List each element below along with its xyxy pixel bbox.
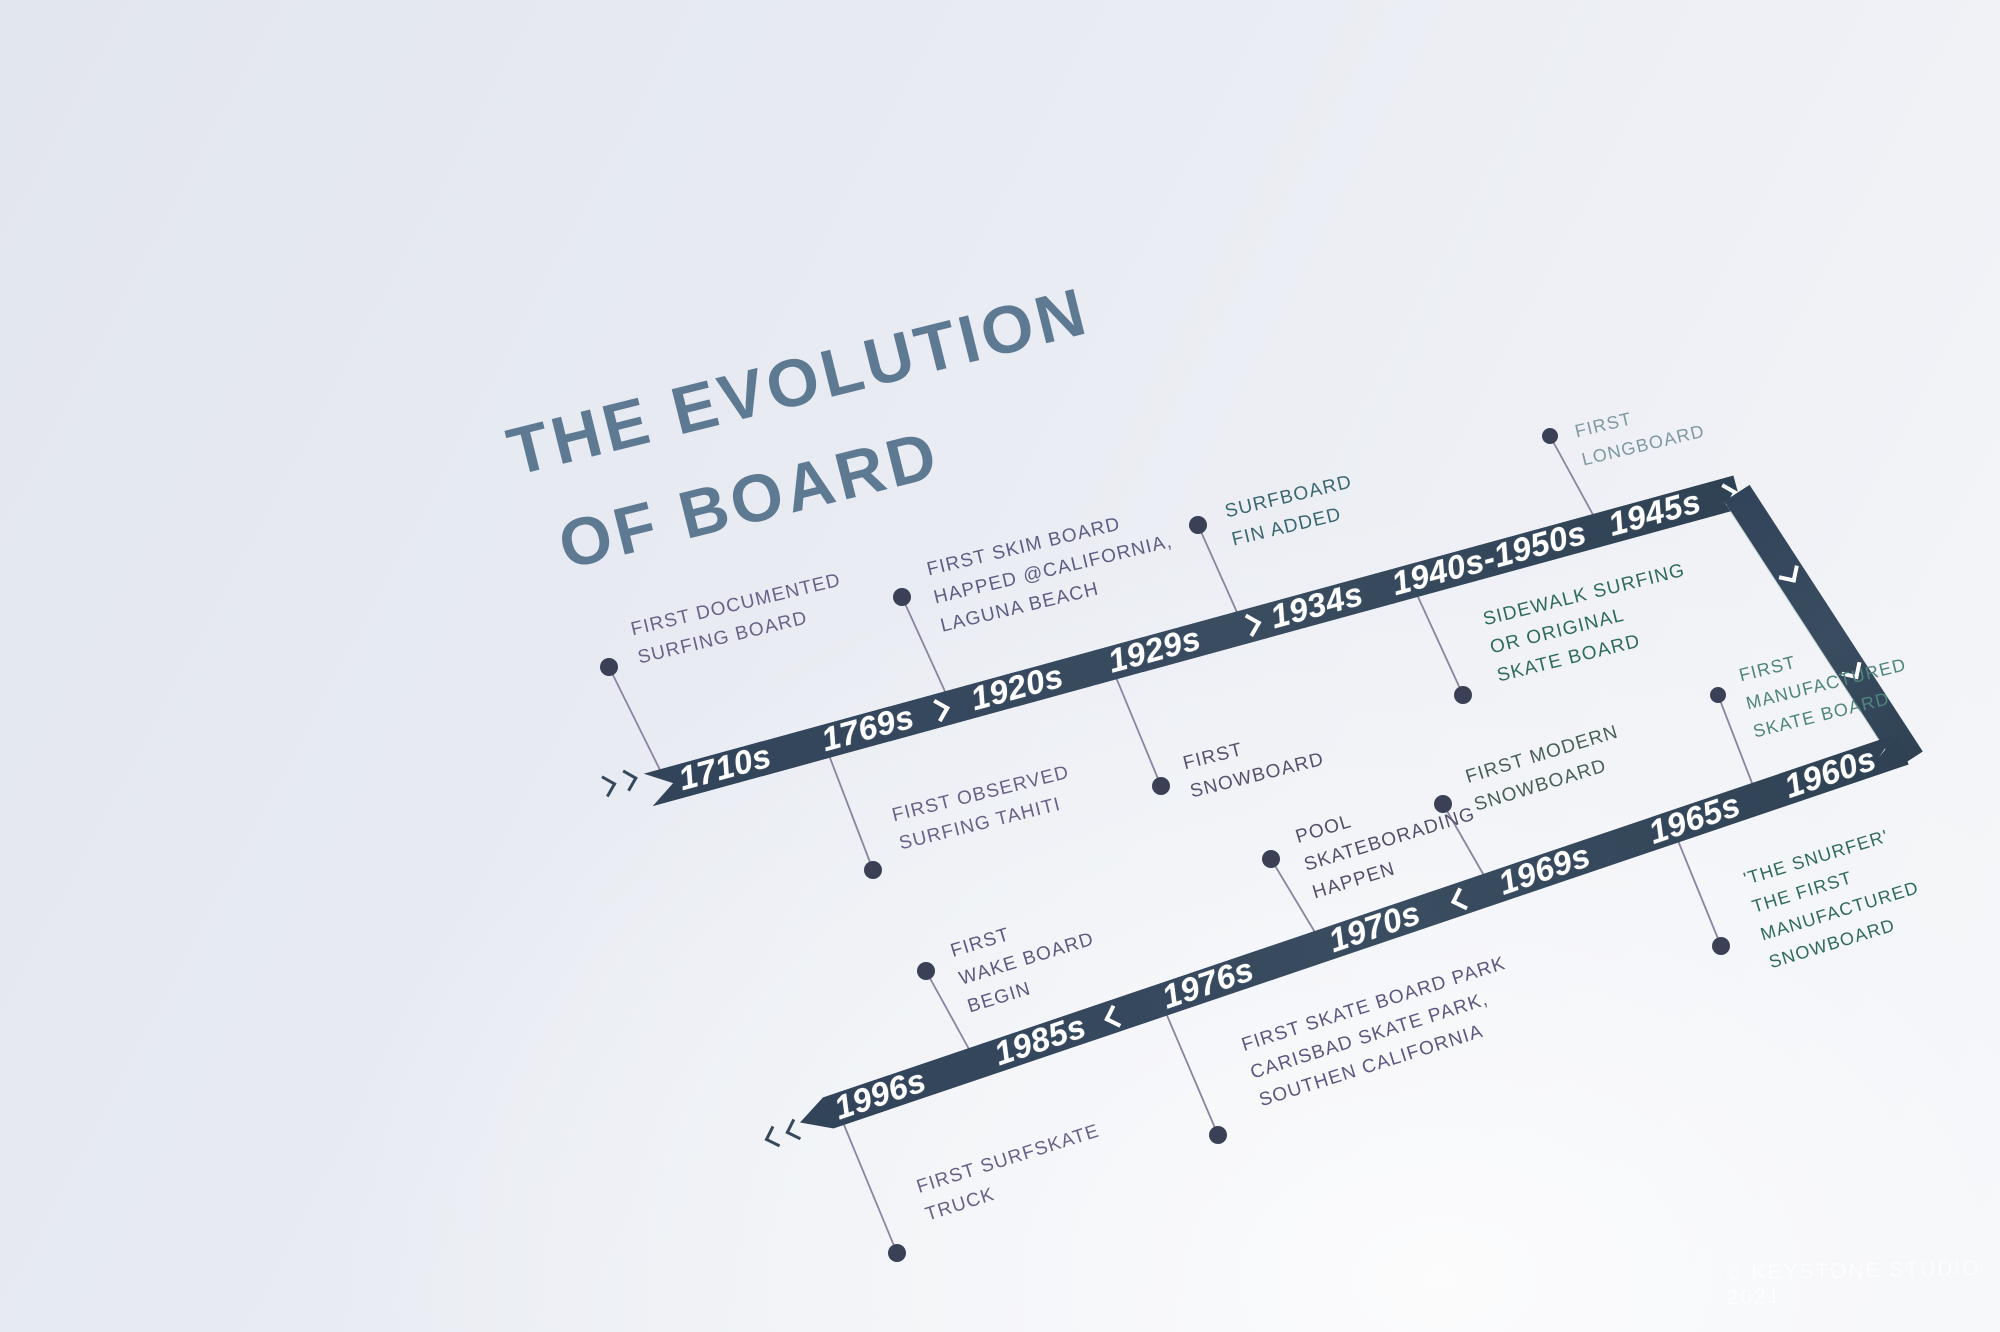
chevron-left-icon: [764, 1125, 786, 1148]
event-dot: [1434, 795, 1452, 813]
chevron-left-icon: [1104, 1004, 1127, 1027]
chevron-down-icon: [1778, 562, 1800, 584]
event-dot: [1454, 686, 1472, 704]
event-dot: [864, 861, 882, 879]
chevron-right-icon: [615, 769, 638, 792]
watermark: © KEYSTONE STUDIO 2021: [1726, 1256, 1981, 1309]
event-dot: [1152, 777, 1170, 795]
event-dot: [893, 588, 911, 606]
event-dot: [1262, 850, 1280, 868]
event-dot: [1542, 428, 1558, 444]
chevron-right-icon: [1238, 614, 1261, 637]
chevron-right-icon: [926, 699, 949, 722]
event-dot: [1712, 937, 1730, 955]
event-dot: [1189, 516, 1207, 534]
event-dot: [1710, 687, 1726, 703]
chevron-left-icon: [785, 1118, 807, 1141]
event-dot: [888, 1244, 906, 1262]
chevron-left-icon: [1451, 887, 1474, 910]
chevron-right-icon: [594, 775, 617, 798]
event-dot: [1209, 1126, 1227, 1144]
event-dot: [917, 962, 935, 980]
event-dot: [600, 658, 618, 676]
